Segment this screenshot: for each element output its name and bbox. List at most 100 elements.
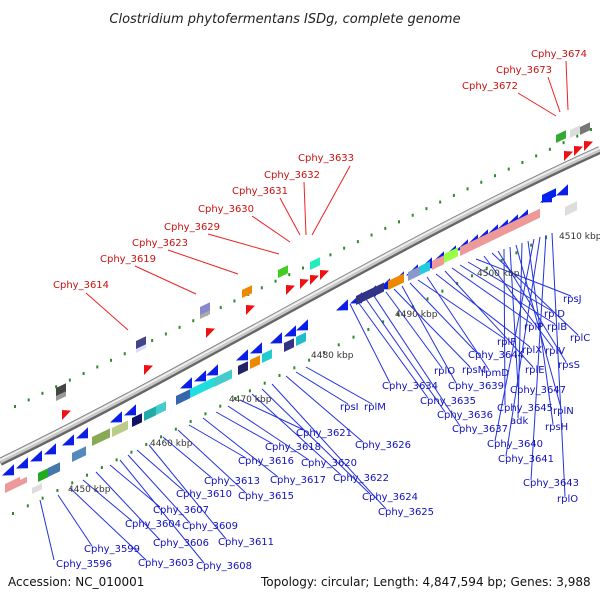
tick-dot [192,319,195,323]
gene-block [565,201,577,216]
leader-line [357,301,429,399]
gene-label: rplF [497,337,516,348]
tick-dot [384,226,387,230]
genome-summary-text: Topology: circular; Length: 4,847,594 bp… [260,575,591,589]
leader-line [251,393,342,476]
tick-dot [151,339,154,343]
gene-block [56,383,66,396]
gene-arrow [336,299,348,311]
tick-dot [71,481,74,485]
gene-block [200,302,210,315]
tick-dot [396,312,399,316]
gene-arrow [270,332,282,344]
gene-arrow [124,404,136,416]
gene-label-red: Cphy_3674 [531,49,587,60]
tick-dot [96,365,99,369]
tick-dot [507,167,510,171]
leader-line [517,242,523,419]
gene-label: Cphy_3613 [204,476,260,487]
gene-block [580,122,590,135]
gene-label: rplB [547,322,567,333]
gene-label-red: Cphy_3632 [264,170,320,181]
tick-dot [425,207,428,211]
tick-dot [367,328,370,331]
tick-dot [204,412,207,416]
tick-dot [234,397,237,400]
tick-dot [480,180,483,184]
gene-label: Cphy_3603 [138,558,194,569]
leader-line [261,388,371,495]
gene-label-red: Cphy_3631 [232,186,288,197]
tick-dot [164,332,167,336]
leader-line-red [167,249,239,275]
gene-arrow [180,377,192,389]
leader-line-red [134,265,197,295]
gene-arrow [44,443,56,455]
gene-label: Cphy_3640 [487,439,543,450]
gene-block [72,446,86,462]
tick-dot [337,343,340,347]
leader-line [409,282,477,353]
leader-line [136,449,185,492]
tick-dot [293,366,296,370]
gene-block [356,282,384,305]
leader-line-red [303,181,307,236]
gene-label-red: Cphy_3619 [100,254,156,265]
gene-block [242,285,252,298]
leader-line [202,417,279,478]
gene-block [20,469,30,480]
gene-label: Cphy_3647 [510,385,566,396]
gene-arrow [30,450,42,462]
tick-dot [485,266,488,270]
gene-label: rpsI [340,402,359,413]
leader-line [119,459,205,564]
gene-label: Cphy_3618 [265,442,321,453]
gene-arrow [144,365,153,375]
tick-dot [329,253,332,257]
tick-dot [14,405,16,408]
tick-dot [263,381,266,385]
gene-label: rplE [525,365,545,376]
gene-label-red: Cphy_3629 [164,222,220,233]
gene-label: Cphy_3645 [497,403,553,414]
tick-dot [56,489,59,492]
tick-dot [356,240,359,244]
gene-label: adk [510,416,528,427]
tick-dot [494,174,496,178]
tick-label-4500: 4500 kbp [477,269,520,279]
tick-dot [174,427,177,431]
tick-label-4480: 4480 kbp [311,351,354,361]
gene-block [296,332,306,346]
gene-arrow [2,464,14,476]
leader-line [393,288,471,368]
gene-arrow [246,305,255,315]
gene-label: rplN [553,406,574,417]
tick-dot [130,450,133,454]
gene-label: Cphy_3644 [468,350,524,361]
leader-line [483,255,554,349]
gene-label: rpsM [462,365,486,376]
leader-line [530,234,547,481]
leader-line [551,232,566,497]
gene-block [444,247,458,263]
tick-dot [178,325,181,329]
gene-arrow [556,184,568,196]
gene-block [156,401,166,415]
gene-block [542,188,556,203]
gene-label-red: Cphy_3623 [132,238,188,249]
leader-line [365,298,446,413]
leader-line [127,454,191,524]
top-gene-labels: Cphy_3614 Cphy_3619 Cphy_3623 Cphy_3629 … [53,49,587,291]
gene-block [262,349,272,363]
leader-line [494,238,535,442]
bottom-gene-labels: Cphy_3596 Cphy_3599 Cphy_3603 Cphy_3604 … [56,294,590,572]
gene-block [112,420,128,437]
leader-line [451,267,533,325]
gene-label-red: Cphy_3673 [496,65,552,76]
tick-label-4460: 4460 kbp [150,439,193,449]
gene-label: Cphy_3643 [523,478,579,489]
tick-dot [233,299,236,303]
gene-arrow [574,146,583,156]
leader-line [295,371,349,405]
